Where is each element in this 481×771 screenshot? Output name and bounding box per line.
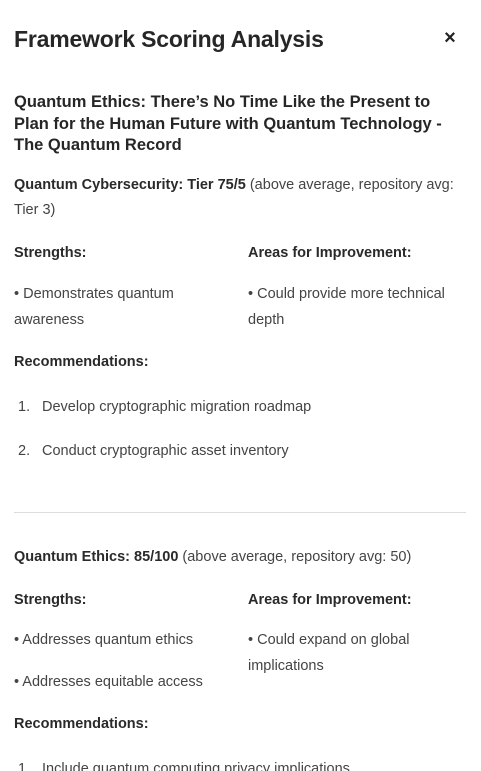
- section-divider: [14, 512, 466, 513]
- panel-header: Framework Scoring Analysis ×: [14, 24, 467, 56]
- framework-score-note: (above average, repository avg: 50): [178, 549, 412, 565]
- improvement-item: • Could provide more technical depth: [248, 286, 445, 328]
- recommendations-heading: Recommendations:: [14, 716, 149, 732]
- strengths-heading: Strengths:: [14, 592, 87, 608]
- framework-score: Quantum Ethics: 85/100 (above average, r…: [14, 545, 466, 570]
- recommendation-text: Develop cryptographic migration roadmap: [42, 399, 312, 415]
- recommendation-number: 1.: [18, 761, 31, 771]
- recommendation-number: 1.: [18, 399, 31, 415]
- close-icon[interactable]: ×: [444, 27, 456, 49]
- recommendation-number: 2.: [18, 443, 31, 459]
- strengths-heading: Strengths:: [14, 245, 87, 261]
- recommendation-text: Conduct cryptographic asset inventory: [42, 443, 289, 459]
- recommendations-heading: Recommendations:: [14, 354, 149, 370]
- improvements-heading: Areas for Improvement:: [248, 245, 412, 261]
- recommendation-text: Include quantum computing privacy implic…: [42, 761, 350, 771]
- improvement-item: • Could expand on global implications: [248, 632, 410, 674]
- recommendation-item: 1. Develop cryptographic migration roadma…: [18, 397, 311, 417]
- document-title: Quantum Ethics: There’s No Time Like the…: [14, 93, 442, 154]
- framework-score: Quantum Cybersecurity: Tier 75/5 (above …: [14, 173, 466, 223]
- recommendation-item: 1. Include quantum computing privacy impl…: [18, 759, 350, 771]
- framework-score-label: Quantum Cybersecurity: Tier 75/5: [14, 177, 246, 193]
- panel-title: Framework Scoring Analysis: [14, 26, 324, 52]
- framework-score-note: (above average, repository avg: Tier 3): [14, 177, 454, 218]
- improvements-heading: Areas for Improvement:: [248, 592, 412, 608]
- recommendation-item: 2. Conduct cryptographic asset inventory: [18, 441, 289, 461]
- framework-score-label: Quantum Ethics: 85/100: [14, 549, 179, 565]
- strength-item: • Addresses equitable access: [14, 674, 203, 690]
- strength-item: • Demonstrates quantum awareness: [14, 286, 174, 328]
- strength-item: • Addresses quantum ethics: [14, 632, 194, 648]
